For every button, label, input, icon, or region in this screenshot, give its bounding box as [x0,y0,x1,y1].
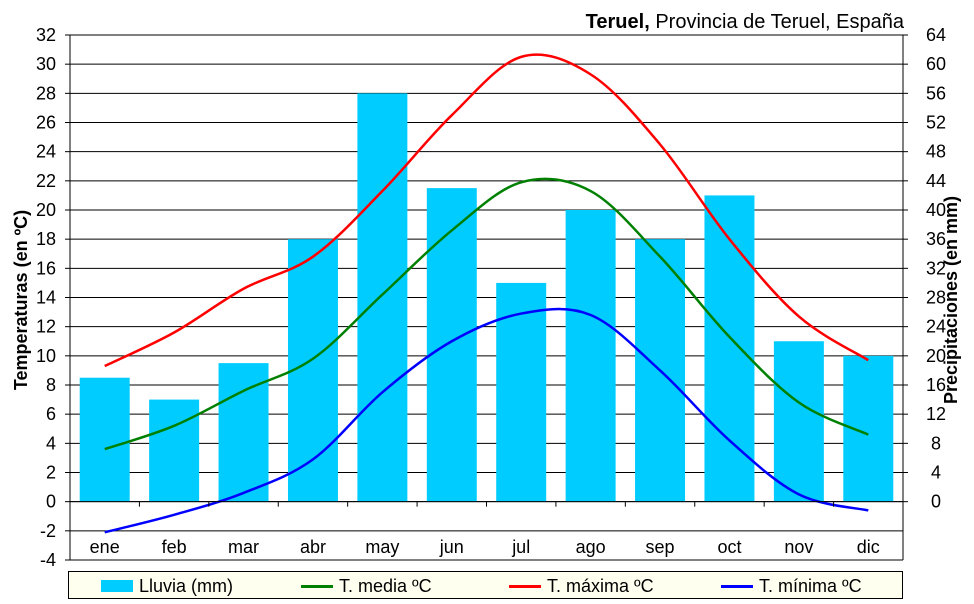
left-tick-label-10: 12 [36,317,56,337]
rain-bar-jun [426,188,477,502]
left-axis-title: Temperaturas (en ºC) [11,210,31,390]
x-tick-label-mar: mar [228,537,259,557]
x-axis-ticks: ene feb mar abr may jun jul ago sep oct nov dic [69,501,904,557]
legend-item-max: T. máxima ºC [509,575,654,597]
legend-item-rain: Lluvia (mm) [101,575,233,597]
legend-label-rain: Lluvia (mm) [139,575,234,596]
left-tick-label-7: 18 [36,229,56,249]
left-tick-label-8: 16 [36,258,56,278]
right-tick-label-9: 28 [926,288,946,308]
rain-bar-nov [773,341,824,502]
right-axis-title: Precipitaciones (en mm) [941,196,961,404]
right-tick-label-4: 48 [926,142,946,162]
temperature-lines [104,53,869,534]
left-tick-label-12: 8 [46,375,56,395]
rain-bar-ago [565,210,616,502]
right-tick-label-15: 4 [931,463,941,483]
left-tick-label-5: 22 [36,171,56,191]
x-tick-label-ene: ene [90,537,120,557]
legend-swatch-mean [301,584,333,588]
x-tick-label-sep: sep [646,537,675,557]
right-tick-label-13: 12 [926,404,946,424]
rain-bar-feb [149,399,200,502]
right-tick-label-14: 8 [931,433,941,453]
right-tick-label-8: 32 [926,258,946,278]
legend-label-mean: T. media ºC [339,575,432,596]
series-line-1 [104,53,869,368]
right-tick-label-7: 36 [926,229,946,249]
x-tick-label-nov: nov [784,537,813,557]
caption-rest: Provincia de Teruel, España [655,11,904,33]
rain-bar-oct [704,195,755,502]
left-tick-label-14: 4 [46,433,56,453]
rain-bar-mar [218,363,269,502]
left-tick-label-3: 26 [36,113,56,133]
series-line-0 [104,177,869,451]
left-tick-label-11: 10 [36,346,56,366]
legend: Lluvia (mm) T. media ºC T. máxima ºC T. … [68,571,903,599]
x-tick-label-feb: feb [162,537,187,557]
chart-caption: Teruel, Provincia de Teruel, España [586,11,904,34]
left-tick-label-13: 6 [46,404,56,424]
legend-swatch-max [509,584,541,588]
x-tick-label-may: may [365,537,399,557]
right-tick-label-5: 44 [926,171,946,191]
left-tick-label-6: 20 [36,200,56,220]
left-tick-label-17: -2 [40,521,56,541]
legend-item-min: T. mínima ºC [721,575,862,597]
right-tick-label-2: 56 [926,83,946,103]
legend-label-max: T. máxima ºC [547,575,654,596]
caption-place: Teruel, [585,11,650,33]
right-tick-label-10: 24 [926,317,946,337]
rain-bar-may [357,93,408,502]
right-tick-label-16: 0 [931,492,941,512]
left-tick-label-4: 24 [36,142,56,162]
x-tick-label-dic: dic [857,537,880,557]
left-tick-label-0: 32 [36,25,56,45]
legend-swatch-min [721,584,753,588]
x-tick-label-jul: jul [511,537,530,557]
left-tick-label-1: 30 [36,54,56,74]
x-tick-label-abr: abr [300,537,326,557]
legend-label-min: T. mínima ºC [759,575,862,596]
legend-item-mean: T. media ºC [301,575,432,597]
series-line-2 [104,307,869,534]
rain-bars [79,93,894,502]
x-tick-label-jun: jun [439,537,464,557]
x-tick-label-ago: ago [576,537,606,557]
right-tick-label-6: 40 [926,200,946,220]
right-tick-label-11: 20 [926,346,946,366]
rain-bar-ene [79,377,130,502]
rain-bar-jul [496,282,547,502]
left-tick-label-16: 0 [46,492,56,512]
x-tick-label-oct: oct [717,537,741,557]
left-tick-label-15: 2 [46,463,56,483]
legend-swatch-rain [101,580,133,592]
right-tick-label-12: 16 [926,375,946,395]
left-tick-label-9: 14 [36,288,56,308]
left-tick-label-2: 28 [36,83,56,103]
right-tick-label-1: 60 [926,54,946,74]
right-tick-label-3: 52 [926,113,946,133]
left-tick-label-18: -4 [40,550,56,570]
right-tick-label-0: 64 [926,25,946,45]
